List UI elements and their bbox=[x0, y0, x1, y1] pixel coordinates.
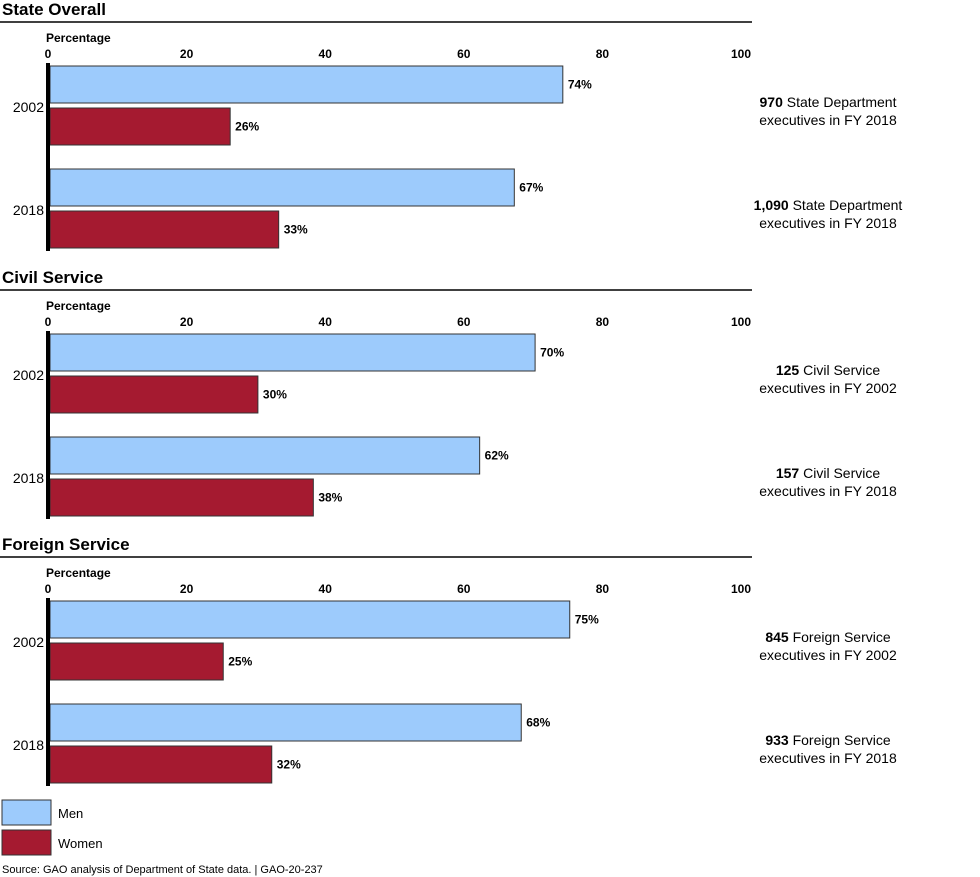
note-line-2: executives in FY 2018 bbox=[759, 483, 897, 499]
note-number: 157 bbox=[776, 465, 800, 481]
panel-title: State Overall bbox=[2, 0, 106, 19]
note-line-2: executives in FY 2002 bbox=[759, 380, 897, 396]
x-tick-label: 40 bbox=[319, 315, 333, 329]
bar-women-2018 bbox=[49, 210, 280, 249]
data-label: 38% bbox=[318, 491, 342, 505]
legend-swatch bbox=[1, 799, 52, 826]
y-axis-line bbox=[46, 331, 50, 519]
data-label: 62% bbox=[485, 449, 509, 463]
panel-2: Foreign Service Percentage 0 20 40 60 80 100 75%… bbox=[0, 535, 897, 786]
x-tick-label: 0 bbox=[45, 47, 52, 61]
bar-women-2018 bbox=[49, 478, 314, 517]
x-tick-label: 80 bbox=[596, 582, 610, 596]
bar-women-2002 bbox=[49, 107, 231, 146]
y-axis-line bbox=[46, 598, 50, 786]
data-label: 25% bbox=[228, 655, 252, 669]
x-axis-label: Percentage bbox=[46, 31, 111, 45]
note-line-1: 1,090 State Department bbox=[754, 197, 903, 213]
note-text: Foreign Service bbox=[789, 732, 891, 748]
x-tick-label: 100 bbox=[731, 582, 751, 596]
note-number: 933 bbox=[765, 732, 789, 748]
data-label: 33% bbox=[284, 223, 308, 237]
data-label: 30% bbox=[263, 388, 287, 402]
x-tick-label: 20 bbox=[180, 47, 194, 61]
category-label: 2002 bbox=[13, 99, 44, 115]
x-tick-label: 100 bbox=[731, 47, 751, 61]
note-text: Civil Service bbox=[799, 362, 880, 378]
note-number: 1,090 bbox=[754, 197, 789, 213]
x-tick-label: 0 bbox=[45, 315, 52, 329]
data-label: 74% bbox=[568, 78, 592, 92]
legend-label: Men bbox=[58, 806, 83, 821]
bar-men-2002 bbox=[49, 65, 564, 104]
note-text: Civil Service bbox=[799, 465, 880, 481]
note-line-2: executives in FY 2018 bbox=[759, 112, 897, 128]
x-tick-label: 80 bbox=[596, 47, 610, 61]
x-tick-label: 60 bbox=[457, 47, 471, 61]
x-tick-label: 40 bbox=[319, 47, 333, 61]
note-line-1: 970 State Department bbox=[760, 94, 897, 110]
legend-label: Women bbox=[58, 836, 103, 851]
data-label: 67% bbox=[519, 181, 543, 195]
y-axis-line bbox=[46, 63, 50, 251]
data-label: 68% bbox=[526, 716, 550, 730]
panel-1: Civil Service Percentage 0 20 40 60 80 100 70% 30… bbox=[0, 268, 897, 519]
note-line-1: 157 Civil Service bbox=[776, 465, 880, 481]
note-number: 970 bbox=[760, 94, 784, 110]
category-label: 2002 bbox=[13, 367, 44, 383]
bar-women-2018 bbox=[49, 745, 273, 784]
x-tick-label: 80 bbox=[596, 315, 610, 329]
bar-men-2018 bbox=[49, 703, 522, 742]
note-number: 125 bbox=[776, 362, 800, 378]
bar-men-2018 bbox=[49, 436, 481, 475]
x-tick-label: 40 bbox=[319, 582, 333, 596]
note-text: Foreign Service bbox=[789, 629, 891, 645]
source-note: Source: GAO analysis of Department of St… bbox=[2, 864, 323, 876]
category-label: 2018 bbox=[13, 470, 44, 486]
data-label: 26% bbox=[235, 120, 259, 134]
bar-men-2018 bbox=[49, 168, 515, 207]
category-label: 2018 bbox=[13, 737, 44, 753]
x-tick-label: 0 bbox=[45, 582, 52, 596]
note-line-2: executives in FY 2002 bbox=[759, 647, 897, 663]
category-label: 2002 bbox=[13, 634, 44, 650]
x-tick-label: 20 bbox=[180, 315, 194, 329]
note-line-1: 125 Civil Service bbox=[776, 362, 880, 378]
panel-0: State Overall Percentage 0 20 40 60 80 100 74% 26… bbox=[0, 0, 902, 251]
bar-men-2002 bbox=[49, 600, 571, 639]
category-label: 2018 bbox=[13, 202, 44, 218]
x-axis-label: Percentage bbox=[46, 299, 111, 313]
x-tick-label: 60 bbox=[457, 582, 471, 596]
note-line-1: 845 Foreign Service bbox=[765, 629, 891, 645]
note-line-1: 933 Foreign Service bbox=[765, 732, 891, 748]
x-axis-label: Percentage bbox=[46, 566, 111, 580]
bar-women-2002 bbox=[49, 375, 259, 414]
note-number: 845 bbox=[765, 629, 789, 645]
note-text: State Department bbox=[783, 94, 897, 110]
data-label: 75% bbox=[575, 613, 599, 627]
x-tick-label: 60 bbox=[457, 315, 471, 329]
panel-title: Foreign Service bbox=[2, 535, 130, 554]
data-label: 70% bbox=[540, 346, 564, 360]
legend-swatch bbox=[1, 829, 52, 856]
bar-men-2002 bbox=[49, 333, 536, 372]
x-tick-label: 20 bbox=[180, 582, 194, 596]
data-label: 32% bbox=[277, 758, 301, 772]
bar-women-2002 bbox=[49, 642, 224, 681]
note-text: State Department bbox=[789, 197, 903, 213]
panel-title: Civil Service bbox=[2, 268, 103, 287]
note-line-2: executives in FY 2018 bbox=[759, 750, 897, 766]
x-tick-label: 100 bbox=[731, 315, 751, 329]
note-line-2: executives in FY 2018 bbox=[759, 215, 897, 231]
